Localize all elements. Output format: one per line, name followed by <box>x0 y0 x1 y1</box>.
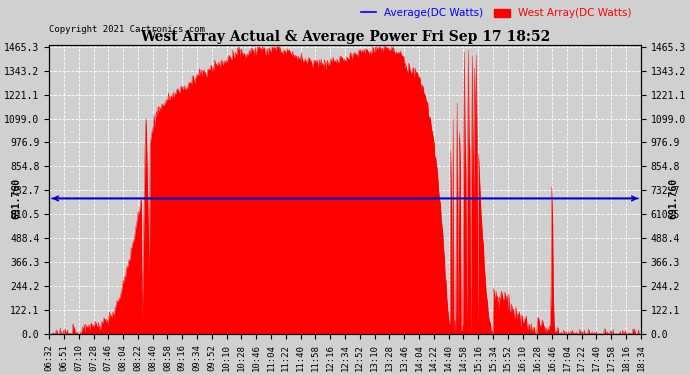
Title: West Array Actual & Average Power Fri Sep 17 18:52: West Array Actual & Average Power Fri Se… <box>140 30 550 44</box>
Text: Copyright 2021 Cartronics.com: Copyright 2021 Cartronics.com <box>49 25 205 34</box>
Text: 691.760: 691.760 <box>669 178 678 219</box>
Text: 691.760: 691.760 <box>12 178 21 219</box>
Legend: Average(DC Watts), West Array(DC Watts): Average(DC Watts), West Array(DC Watts) <box>356 4 635 22</box>
